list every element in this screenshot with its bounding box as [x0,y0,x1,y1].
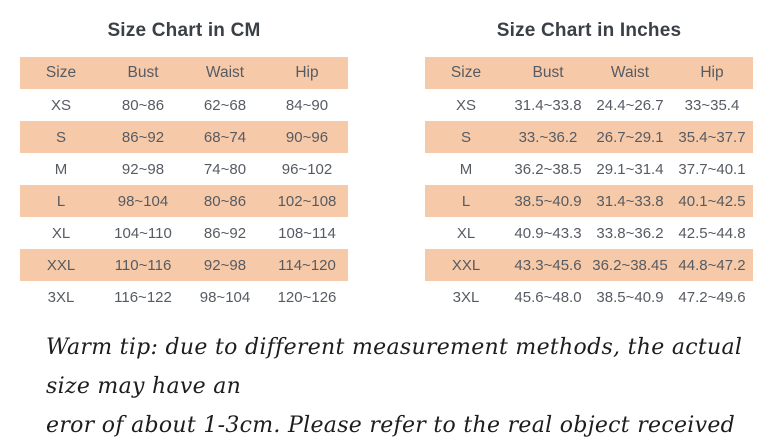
table-row: M 36.2~38.5 29.1~31.4 37.7~40.1 [425,153,753,185]
table-row: L 98~104 80~86 102~108 [20,185,348,217]
header-cell: Bust [127,64,159,81]
table-row: L 38.5~40.9 31.4~33.8 40.1~42.5 [425,185,753,217]
table-header-row: Size Bust Waist Hip [20,57,348,89]
header-cell: Waist [610,64,650,81]
table-cell: 45.6~48.0 [514,288,582,306]
table-cell: XL [456,224,476,242]
table-cell: 110~116 [114,256,172,274]
table-cell: 33~35.4 [684,96,740,114]
table-row: XXL 43.3~45.6 36.2~38.45 44.8~47.2 [425,249,753,281]
table-cell: 44.8~47.2 [678,256,746,274]
header-cell: Size [45,64,77,81]
table-cell: 33.8~36.2 [596,224,664,242]
table-row: XS 31.4~33.8 24.4~26.7 33~35.4 [425,89,753,121]
table-cell: M [459,160,473,178]
table-cell: 80~86 [121,96,165,114]
table-cell: 116~122 [114,288,172,306]
header-cell: Hip [700,64,724,81]
table-cell: XS [50,96,71,114]
table-cell: 90~96 [285,128,329,146]
table-header-row: Size Bust Waist Hip [425,57,753,89]
table-cell: XL [51,224,71,242]
table-cell: 92~98 [203,256,247,274]
table-cell: 68~74 [203,128,247,146]
table-cell: 3XL [452,288,480,306]
table-cell: 42.5~44.8 [678,224,746,242]
table-row: 3XL 45.6~48.0 38.5~40.9 47.2~49.6 [425,281,753,313]
size-chart-cm-table: Size Bust Waist Hip XS 80~86 62~68 84~90 S 86~92 6… [20,57,348,313]
table-cell: 74~80 [203,160,247,178]
size-chart-cm-title: Size Chart in CM [107,20,261,41]
table-cell: 29.1~31.4 [596,160,664,178]
table-cell: 3XL [47,288,75,306]
table-cell: 36.2~38.45 [592,256,668,274]
size-chart-inches-table: Size Bust Waist Hip XS 31.4~33.8 24.4~26.7 33~3… [425,57,753,313]
table-cell: 108~114 [278,224,336,242]
table-cell: 92~98 [121,160,165,178]
table-cell: XXL [46,256,76,274]
size-chart-cm-section: Size Chart in CM Size Bust Waist Hip XS 80~86… [20,20,348,313]
table-cell: 35.4~37.7 [678,128,746,146]
header-cell: Size [450,64,482,81]
table-row: 3XL 116~122 98~104 120~126 [20,281,348,313]
table-cell: 33.~36.2 [518,128,578,146]
table-cell: 43.3~45.6 [514,256,582,274]
table-cell: 96~102 [281,160,333,178]
table-cell: 38.5~40.9 [596,288,664,306]
table-cell: 114~120 [278,256,336,274]
table-cell: L [461,192,471,210]
table-cell: 98~104 [199,288,251,306]
table-cell: 102~108 [277,192,337,210]
table-cell: 47.2~49.6 [678,288,746,306]
table-cell: 86~92 [121,128,165,146]
table-cell: 31.4~33.8 [514,96,582,114]
table-row: XS 80~86 62~68 84~90 [20,89,348,121]
table-cell: XXL [451,256,481,274]
table-cell: 98~104 [117,192,169,210]
table-cell: M [54,160,68,178]
table-cell: 80~86 [203,192,247,210]
table-cell: XS [455,96,476,114]
table-cell: 37.7~40.1 [678,160,746,178]
table-cell: 104~110 [114,224,172,242]
table-cell: 120~126 [277,288,337,306]
table-cell: 86~92 [203,224,247,242]
table-cell: 40.1~42.5 [678,192,746,210]
table-cell: S [460,128,471,146]
table-row: XL 104~110 86~92 108~114 [20,217,348,249]
header-cell: Waist [205,64,245,81]
warm-tip-line-1: Warm tip: due to different measurement m… [46,335,743,399]
table-row: M 92~98 74~80 96~102 [20,153,348,185]
table-row: S 33.~36.2 26.7~29.1 35.4~37.7 [425,121,753,153]
table-cell: 31.4~33.8 [596,192,664,210]
table-row: XXL 110~116 92~98 114~120 [20,249,348,281]
size-chart-inches-title: Size Chart in Inches [496,20,682,41]
table-row: XL 40.9~43.3 33.8~36.2 42.5~44.8 [425,217,753,249]
table-cell: 26.7~29.1 [596,128,664,146]
table-cell: 62~68 [203,96,247,114]
table-cell: S [55,128,66,146]
header-cell: Hip [295,64,319,81]
table-cell: 84~90 [285,96,329,114]
table-cell: 38.5~40.9 [514,192,582,210]
warm-tip-note: Warm tip: due to different measurement m… [46,328,746,438]
header-cell: Bust [532,64,564,81]
table-row: S 86~92 68~74 90~96 [20,121,348,153]
table-cell: 24.4~26.7 [596,96,664,114]
table-cell: 40.9~43.3 [514,224,582,242]
table-cell: L [56,192,66,210]
size-chart-inches-section: Size Chart in Inches Size Bust Waist Hip XS 3… [425,20,753,313]
table-cell: 36.2~38.5 [514,160,582,178]
warm-tip-line-2: eror of about 1-3cm. Please refer to the… [46,413,736,438]
